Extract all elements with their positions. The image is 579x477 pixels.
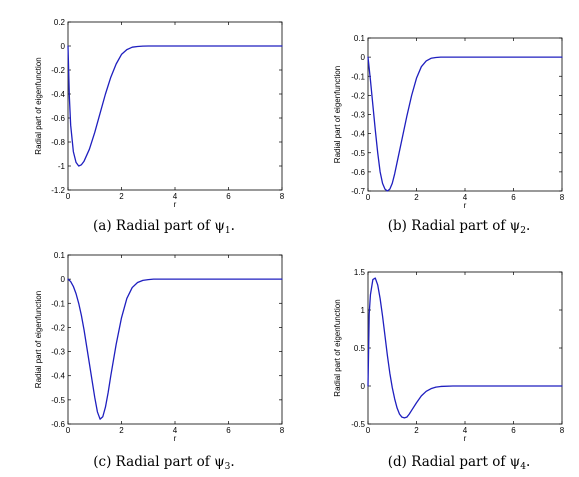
- y-tick-label: 0: [61, 275, 66, 284]
- y-tick-label: 0: [61, 42, 66, 51]
- y-tick-label: 0: [361, 53, 366, 62]
- x-tick-label: 6: [226, 426, 231, 435]
- caption-text: (b) Radial part of ψ: [388, 218, 520, 234]
- plot-frame: [67, 21, 283, 191]
- series-line: [367, 277, 563, 419]
- caption-subscript: 4: [520, 462, 526, 472]
- x-tick-label: 0: [66, 426, 71, 435]
- y-tick-label: -0.4: [51, 90, 65, 99]
- caption: (c) Radial part of ψ3.: [93, 454, 234, 472]
- x-tick-label: 0: [366, 426, 371, 435]
- caption-subscript: 1: [225, 226, 231, 236]
- caption-subscript: 3: [225, 462, 231, 472]
- caption: (a) Radial part of ψ1.: [93, 218, 235, 236]
- series-line: [67, 278, 283, 420]
- caption-subscript: 2: [520, 226, 526, 236]
- caption-text: (c) Radial part of ψ: [93, 454, 224, 470]
- x-axis-label: r: [464, 434, 467, 443]
- x-tick-label: 4: [463, 426, 468, 435]
- x-axis-label: r: [174, 434, 177, 443]
- y-tick-label: -0.1: [51, 299, 65, 308]
- x-tick-label: 2: [119, 192, 124, 201]
- y-tick-label: -0.3: [351, 111, 365, 120]
- series-line: [367, 56, 563, 192]
- plot-frame: [367, 271, 563, 425]
- y-tick-label: 0: [361, 382, 366, 391]
- y-axis-label: Radial part of eigenfunction: [333, 66, 342, 163]
- chart-panel-3: 0 2 4 6 8 r 0.1 0 -0.1 -0.2 -0.3 -0.4 -0.5 -0.6 Radial…: [34, 251, 285, 472]
- y-tick-label: -0.5: [51, 396, 65, 405]
- plot-frame: [367, 37, 563, 192]
- y-axis-label: Radial part of eigenfunction: [34, 291, 43, 388]
- series-line: [67, 45, 283, 167]
- y-tick-label: 0.1: [54, 251, 66, 260]
- y-tick-label: -0.3: [51, 348, 65, 357]
- y-tick-label: -0.4: [351, 130, 365, 139]
- x-tick-label: 6: [511, 426, 516, 435]
- chart-panel-2: 0 2 4 6 8 r 0.1 0 -0.1 -0.2 -0.3 -0.4 -0.5 -0.6 -0.7 Ra…: [333, 34, 565, 236]
- x-tick-label: 2: [119, 426, 124, 435]
- y-tick-label: 0.2: [54, 18, 66, 27]
- y-axis-label: Radial part of eigenfunction: [34, 57, 43, 154]
- x-tick-label: 6: [226, 192, 231, 201]
- y-tick-label: 0.5: [354, 344, 366, 353]
- x-tick-label: 8: [280, 192, 285, 201]
- y-tick-label: 1: [361, 306, 366, 315]
- chart-panel-1: 0 2 4 6 8 r 0.2 0 -0.2 -0.4 -0.6 -0.8 -1 -1.2 Radial p…: [34, 18, 285, 236]
- x-tick-label: 2: [414, 426, 419, 435]
- y-tick-label: -0.5: [351, 149, 365, 158]
- x-tick-label: 4: [173, 192, 178, 201]
- x-axis-label: r: [464, 201, 467, 210]
- y-tick-label: -0.5: [351, 420, 365, 429]
- y-tick-label: -0.2: [351, 91, 365, 100]
- y-tick-label: -0.6: [51, 114, 65, 123]
- y-tick-label: -0.6: [351, 168, 365, 177]
- caption-period: .: [231, 218, 235, 234]
- caption-text: (a) Radial part of ψ: [93, 218, 225, 234]
- x-axis-label: r: [174, 200, 177, 209]
- y-tick-label: 1.5: [354, 268, 366, 277]
- caption-period: .: [230, 454, 234, 470]
- y-tick-label: -0.7: [351, 187, 365, 196]
- caption-text: (d) Radial part of ψ: [388, 454, 520, 470]
- x-tick-label: 8: [560, 193, 565, 202]
- x-tick-label: 0: [366, 193, 371, 202]
- plot-frame: [67, 254, 283, 425]
- caption-period: .: [526, 218, 530, 234]
- y-tick-label: 0.1: [354, 34, 366, 43]
- x-tick-label: 4: [463, 193, 468, 202]
- y-axis-label: Radial part of eigenfunction: [333, 299, 342, 396]
- x-tick-label: 2: [414, 193, 419, 202]
- y-tick-label: -0.2: [51, 66, 65, 75]
- y-tick-label: -0.6: [51, 420, 65, 429]
- x-tick-label: 6: [511, 193, 516, 202]
- y-tick-label: -0.2: [51, 323, 65, 332]
- x-tick-label: 8: [280, 426, 285, 435]
- x-tick-label: 4: [173, 426, 178, 435]
- y-tick-label: -1: [58, 162, 66, 171]
- y-tick-label: -1.2: [51, 186, 65, 195]
- caption: (b) Radial part of ψ2.: [388, 218, 531, 236]
- y-tick-label: -0.8: [51, 138, 65, 147]
- caption-period: .: [526, 454, 530, 470]
- y-tick-label: -0.1: [351, 72, 365, 81]
- y-tick-label: -0.4: [51, 372, 65, 381]
- x-tick-label: 8: [560, 426, 565, 435]
- x-tick-label: 0: [66, 192, 71, 201]
- caption: (d) Radial part of ψ4.: [388, 454, 531, 472]
